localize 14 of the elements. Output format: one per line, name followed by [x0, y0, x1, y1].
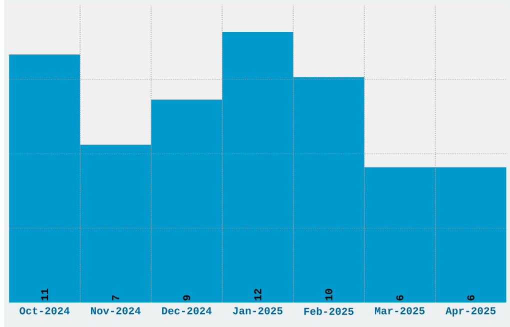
data-label: 12	[254, 288, 262, 300]
x-tick-label: Feb-2025	[304, 307, 354, 315]
data-label: 10	[325, 288, 332, 300]
x-tick-label: Jan-2025	[232, 307, 282, 314]
x-tick-label: Apr-2025	[446, 307, 496, 316]
data-label: 6	[396, 295, 404, 300]
x-tick-label: Mar-2025	[375, 307, 425, 314]
x-tick-label: Nov-2024	[91, 307, 141, 314]
x-tick-label: Dec-2024	[162, 307, 212, 314]
data-label: 6	[467, 295, 474, 300]
data-label: 11	[41, 288, 48, 300]
data-label: 7	[112, 295, 120, 300]
data-label: 9	[183, 295, 190, 300]
x-tick-label: Oct-2024	[20, 307, 70, 314]
